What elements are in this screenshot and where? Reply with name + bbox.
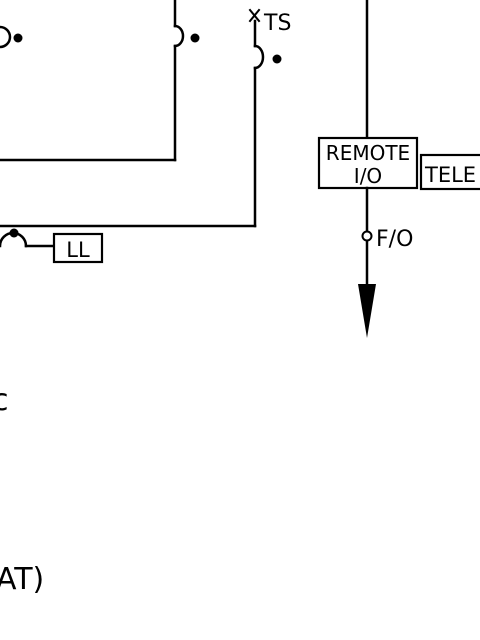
terminal-dot-ll bbox=[9, 228, 19, 238]
partial-text-at: AT) bbox=[0, 562, 44, 597]
ll-label: LL bbox=[66, 238, 90, 262]
tele-label: TELE bbox=[424, 163, 476, 187]
ts-label: TS bbox=[263, 11, 291, 36]
fo-label: F/O bbox=[376, 227, 413, 252]
remote-io-label-line2: I/O bbox=[354, 164, 382, 188]
arrow-down-icon bbox=[358, 284, 376, 338]
partial-text-c: c bbox=[0, 383, 9, 418]
fo-terminal-icon bbox=[361, 230, 373, 242]
tele-box bbox=[419, 153, 480, 191]
terminal-dot-ts bbox=[272, 54, 282, 64]
terminal-dot-inner bbox=[190, 33, 200, 43]
terminal-dot-top-left bbox=[13, 33, 23, 43]
remote-io-label-line1: REMOTE bbox=[326, 141, 410, 165]
outer-wire-arc bbox=[253, 44, 265, 70]
ts-cross-icon bbox=[248, 8, 261, 23]
partial-arc-top-left bbox=[0, 25, 12, 49]
inner-wire-arc bbox=[173, 24, 185, 48]
remote-io-box bbox=[317, 136, 419, 190]
ll-box bbox=[52, 232, 104, 264]
